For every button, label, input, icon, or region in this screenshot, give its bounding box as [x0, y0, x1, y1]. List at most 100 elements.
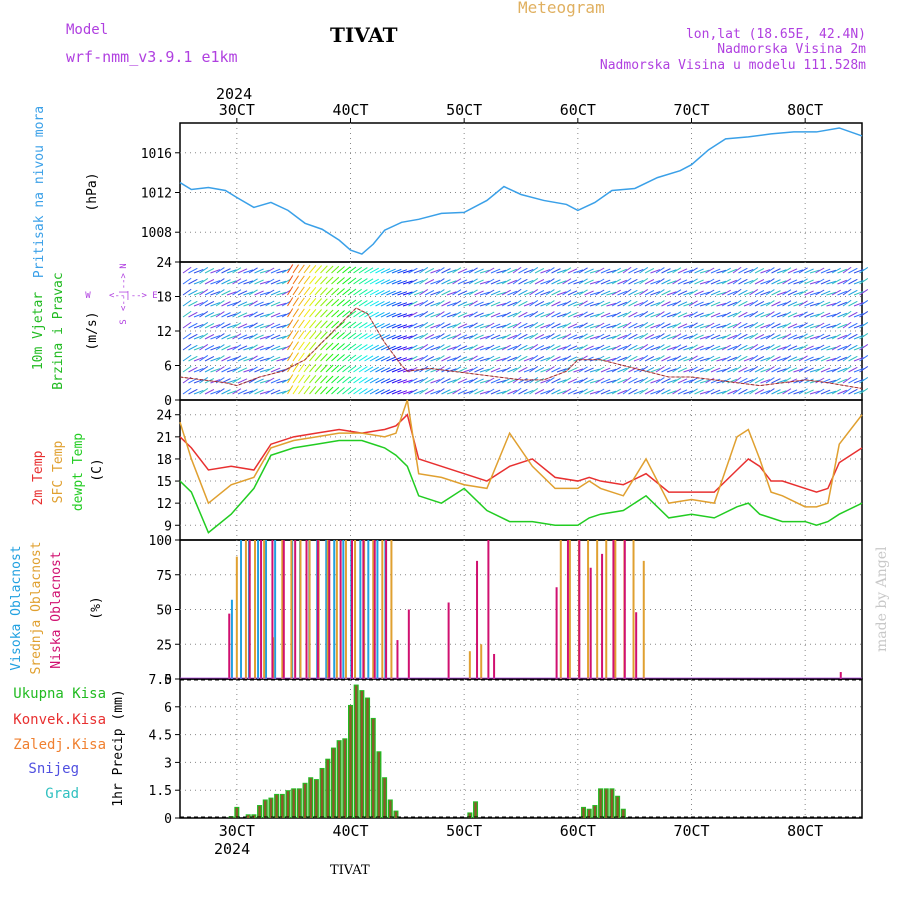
wind-barb	[336, 277, 345, 285]
wind-barb	[694, 290, 704, 296]
wind-barb	[391, 301, 402, 307]
wind-barb	[446, 335, 457, 340]
wind-barb	[826, 357, 837, 362]
wind-barb	[573, 346, 584, 351]
wind-barb	[419, 321, 429, 329]
wind-barb	[562, 355, 572, 362]
wind-barb	[804, 345, 814, 351]
wind-barb	[595, 344, 605, 351]
bottom-axis-year: 2024	[214, 840, 250, 858]
wind-barb	[309, 286, 317, 296]
wind-barb	[617, 378, 627, 384]
y-tick-label: 3	[164, 756, 172, 771]
wind-barb	[787, 290, 798, 296]
wind-barb	[595, 289, 605, 296]
wind-barb	[611, 355, 621, 362]
precip-conv-bar	[366, 698, 369, 818]
wind-barb	[463, 357, 474, 362]
lonlat-label: lon,lat (18.65E, 42.4N)	[686, 27, 866, 42]
wind-barb	[276, 346, 287, 351]
wind-barb	[545, 355, 555, 362]
wind-barb	[551, 389, 561, 395]
wind-barb	[237, 356, 248, 362]
wind-barb	[518, 388, 528, 395]
wind-barb	[199, 365, 209, 373]
wind-barb	[589, 269, 600, 274]
wind-barb	[325, 375, 334, 384]
wind-barb	[386, 290, 396, 296]
wind-barb	[798, 388, 808, 395]
wind-barb	[853, 279, 864, 285]
wind-barb	[699, 346, 710, 351]
wind-barb	[199, 288, 209, 296]
wind-barb	[815, 322, 825, 329]
wind-barb	[270, 345, 281, 351]
wind-barb	[276, 291, 287, 296]
wind-barb	[771, 312, 781, 318]
wind-barb	[243, 335, 254, 340]
wind-barb	[606, 313, 617, 318]
wind-barb	[738, 322, 748, 329]
wind-barb	[562, 278, 572, 285]
wind-barb	[694, 367, 704, 373]
wind-barb	[336, 354, 345, 362]
wind-barb	[386, 345, 396, 351]
wind-barb	[358, 300, 368, 307]
wind-barb	[325, 364, 334, 373]
wind-barb	[672, 366, 682, 373]
wind-barb	[534, 334, 545, 340]
wind-barb	[617, 323, 627, 329]
wind-barb	[848, 355, 858, 362]
wind-barb	[501, 355, 511, 362]
wind-barb	[677, 389, 688, 395]
wind-barb	[765, 289, 775, 296]
wind-barb	[688, 366, 698, 373]
wind-barb	[628, 366, 638, 373]
wind-barb	[578, 377, 588, 384]
y-tick-label: 15	[156, 475, 172, 490]
wind-barb	[567, 389, 578, 395]
wind-barb	[287, 264, 294, 274]
wind-barb	[457, 334, 468, 340]
wind-barb	[622, 299, 632, 307]
wind-barb	[342, 299, 351, 307]
wind-barb	[650, 302, 661, 307]
wind-barb	[342, 376, 351, 384]
wind-barb	[474, 268, 484, 274]
wind-barb	[804, 279, 814, 285]
wind-barb	[270, 301, 281, 307]
wind-barb	[677, 356, 688, 362]
wind-barb	[259, 302, 270, 307]
precip-conv-bar	[229, 817, 233, 818]
wind-barb	[760, 269, 771, 274]
wind-barb	[842, 266, 852, 274]
wind-barb	[408, 333, 418, 340]
wind-barb	[578, 311, 588, 318]
wind-barb	[644, 389, 655, 395]
wind-barb	[820, 389, 831, 395]
wind-barb	[248, 366, 258, 373]
wind-barb	[661, 334, 671, 340]
wind-barb	[644, 301, 655, 307]
wind-barb	[760, 357, 771, 362]
wind-barb	[721, 311, 731, 318]
wind-barb	[375, 311, 385, 318]
wind-barb	[397, 324, 408, 329]
wind-barb	[721, 355, 731, 362]
bottom-axis-label: 30CT	[219, 822, 255, 840]
wind-barb	[765, 366, 775, 373]
wind-barb	[353, 343, 362, 351]
wind-barb	[776, 291, 787, 296]
wind-barb	[815, 289, 825, 296]
wind-barb	[589, 291, 600, 296]
wind-barb	[331, 342, 340, 351]
wind-barb	[633, 301, 644, 307]
wind-barb	[259, 335, 270, 340]
wind-barb	[672, 300, 682, 307]
wind-barb	[551, 356, 561, 362]
wind-barb	[369, 344, 379, 351]
wind-barb	[430, 280, 441, 285]
wind-barb	[556, 357, 567, 362]
wind-barb	[342, 321, 351, 329]
